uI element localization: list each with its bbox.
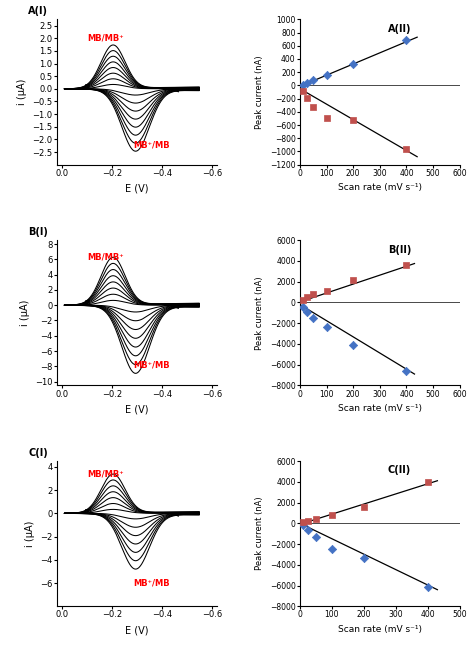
X-axis label: Scan rate (mV s⁻¹): Scan rate (mV s⁻¹) xyxy=(338,404,422,413)
Point xyxy=(310,75,317,85)
Point xyxy=(310,313,317,323)
Text: A(II): A(II) xyxy=(388,24,411,34)
Point xyxy=(310,289,317,299)
Text: MB⁺/MB: MB⁺/MB xyxy=(134,579,170,588)
Y-axis label: Peak current (nA): Peak current (nA) xyxy=(255,497,264,570)
Point xyxy=(323,285,330,295)
Point xyxy=(403,366,410,376)
Point xyxy=(328,544,336,555)
Point xyxy=(323,322,330,333)
Point xyxy=(323,70,330,80)
Y-axis label: Peak current (nA): Peak current (nA) xyxy=(255,55,264,129)
X-axis label: Scan rate (mV s⁻¹): Scan rate (mV s⁻¹) xyxy=(338,625,422,634)
Point xyxy=(312,513,319,524)
Text: MB⁺/MB: MB⁺/MB xyxy=(134,361,170,370)
Point xyxy=(403,260,410,270)
Point xyxy=(299,80,306,90)
Y-axis label: i (μA): i (μA) xyxy=(17,79,27,105)
Text: MB⁺/MB: MB⁺/MB xyxy=(134,141,170,150)
Point xyxy=(328,510,336,520)
Text: MB/MB⁺: MB/MB⁺ xyxy=(87,470,124,479)
Text: A(I): A(I) xyxy=(28,6,48,16)
X-axis label: E (V): E (V) xyxy=(125,404,148,414)
Text: MB/MB⁺: MB/MB⁺ xyxy=(87,253,124,262)
Text: C(I): C(I) xyxy=(28,448,48,458)
Point xyxy=(299,520,307,530)
Point xyxy=(360,552,368,562)
X-axis label: E (V): E (V) xyxy=(125,183,148,194)
Y-axis label: i (μA): i (μA) xyxy=(19,300,30,326)
Point xyxy=(304,524,312,535)
Point xyxy=(360,502,368,512)
Text: B(II): B(II) xyxy=(388,244,411,255)
Point xyxy=(349,275,357,285)
Point xyxy=(299,295,306,306)
X-axis label: E (V): E (V) xyxy=(125,625,148,635)
Point xyxy=(349,59,357,69)
X-axis label: Scan rate (mV s⁻¹): Scan rate (mV s⁻¹) xyxy=(338,183,422,192)
Point xyxy=(312,531,319,542)
Point xyxy=(303,292,310,303)
Point xyxy=(299,301,306,312)
Point xyxy=(303,306,310,317)
Point xyxy=(303,78,310,88)
Point xyxy=(424,581,432,591)
Point xyxy=(403,35,410,45)
Point xyxy=(299,86,306,96)
Point xyxy=(303,93,310,103)
Point xyxy=(349,115,357,126)
Point xyxy=(323,114,330,124)
Point xyxy=(403,144,410,155)
Point xyxy=(424,477,432,487)
Text: B(I): B(I) xyxy=(28,227,48,237)
Y-axis label: i (μA): i (μA) xyxy=(25,521,35,547)
Text: MB/MB⁺: MB/MB⁺ xyxy=(87,33,124,42)
Text: C(II): C(II) xyxy=(388,466,411,475)
Point xyxy=(299,517,307,528)
Point xyxy=(349,340,357,350)
Y-axis label: Peak current (nA): Peak current (nA) xyxy=(255,276,264,350)
Point xyxy=(310,102,317,112)
Point xyxy=(304,515,312,526)
